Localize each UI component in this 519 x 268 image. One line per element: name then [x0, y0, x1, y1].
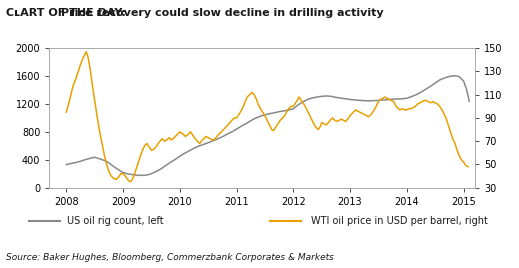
- Text: Price recovery could slow decline in drilling activity: Price recovery could slow decline in dri…: [61, 8, 384, 18]
- Text: WTI oil price in USD per barrel, right: WTI oil price in USD per barrel, right: [311, 216, 488, 226]
- Text: US oil rig count, left: US oil rig count, left: [67, 216, 164, 226]
- Text: CʟART OF THE DAY:: CʟART OF THE DAY:: [6, 8, 130, 18]
- Text: Source: Baker Hughes, Bloomberg, Commerzbank Corporates & Markets: Source: Baker Hughes, Bloomberg, Commerz…: [6, 253, 334, 262]
